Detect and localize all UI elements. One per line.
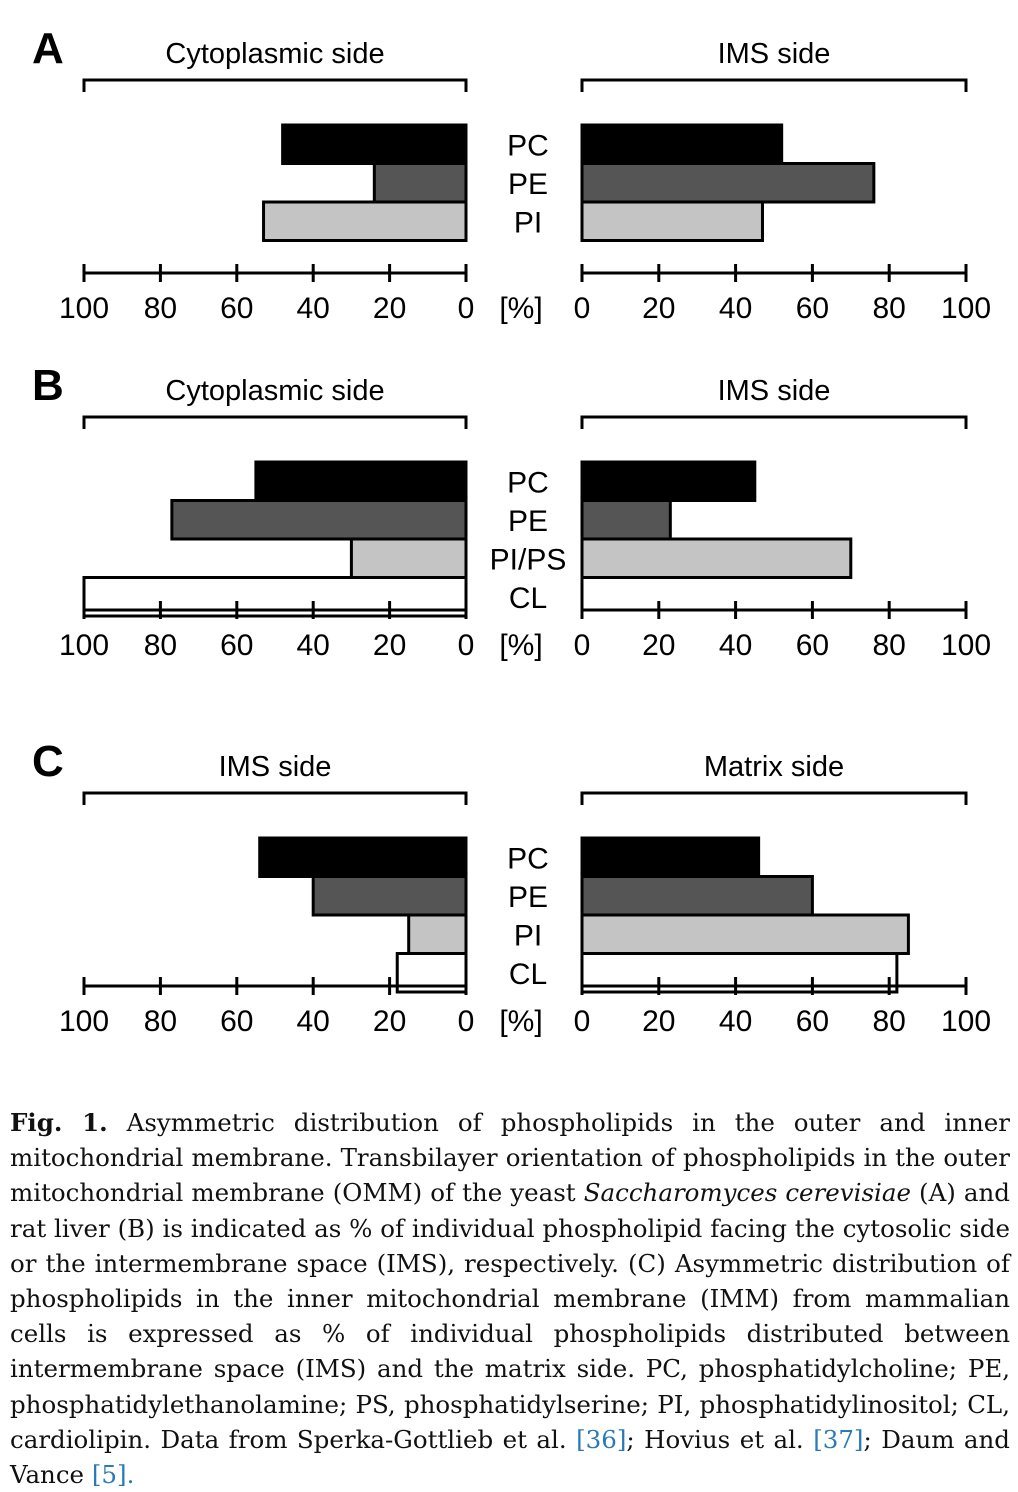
left-tick-label: 80	[144, 292, 177, 325]
bar-right-pe	[580, 875, 814, 917]
left-tick-label: 0	[458, 1005, 475, 1038]
bar-left-pe	[170, 499, 468, 541]
category-label-pi: PI	[514, 206, 542, 239]
left-side-title: Cytoplasmic side	[165, 38, 384, 70]
right-tick-label: 100	[941, 292, 991, 325]
bar-right-pi-ps	[580, 537, 853, 579]
left-tick-label: 100	[59, 292, 109, 325]
right-side-title: IMS side	[718, 38, 831, 70]
left-tick-label: 20	[373, 1005, 406, 1038]
left-tick-label: 0	[458, 629, 475, 662]
left-tick-label: 80	[144, 629, 177, 662]
panel-letter: A	[32, 24, 64, 73]
panel-c: C IMS side Matrix side PC PE PI CL 100 0 80 20 60 40…	[32, 737, 991, 1038]
right-tick-label: 20	[642, 1005, 675, 1038]
bar-left-pe	[311, 875, 468, 917]
right-side-bracket	[580, 78, 968, 92]
right-side-title: Matrix side	[704, 751, 844, 783]
right-tick-label: 80	[873, 292, 906, 325]
right-side-title: IMS side	[718, 375, 831, 407]
right-tick-label: 100	[941, 1005, 991, 1038]
right-tick-label: 20	[642, 292, 675, 325]
bar-left-pi-ps	[349, 537, 468, 579]
left-tick-label: 40	[297, 1005, 330, 1038]
bar-left-pc	[281, 123, 468, 165]
left-tick-label: 80	[144, 1005, 177, 1038]
bar-left-pi	[407, 913, 468, 955]
caption-lead: Fig. 1.	[10, 1108, 108, 1137]
right-tick-label: 0	[574, 1005, 591, 1038]
reference-link-37[interactable]: [37]	[813, 1424, 864, 1454]
bar-right-pi	[580, 913, 910, 955]
panel-letter: C	[32, 737, 64, 786]
category-label-pc: PC	[507, 842, 549, 875]
right-tick-label: 80	[873, 629, 906, 662]
category-label-cl: CL	[509, 582, 547, 615]
panel-b: B Cytoplasmic side IMS side PC PE PI/PS CL 100 0…	[32, 361, 991, 662]
bar-right-pe	[580, 499, 672, 541]
left-tick-label: 100	[59, 1005, 109, 1038]
bar-right-pc	[580, 836, 761, 878]
right-side-bracket	[580, 415, 968, 429]
reference-link-5[interactable]: [5].	[91, 1460, 135, 1490]
left-side-title: IMS side	[219, 751, 332, 783]
category-label-pc: PC	[507, 466, 549, 499]
right-tick-label: 100	[941, 629, 991, 662]
right-tick-label: 0	[574, 629, 591, 662]
right-tick-label: 60	[796, 292, 829, 325]
bar-left-pc	[258, 836, 468, 878]
right-tick-label: 20	[642, 629, 675, 662]
bar-right-pe	[580, 162, 876, 204]
left-tick-label: 60	[220, 1005, 253, 1038]
left-tick-label: 100	[59, 629, 109, 662]
category-label-pe: PE	[508, 505, 548, 538]
percent-unit-label: [%]	[499, 1005, 542, 1038]
left-tick-label: 0	[458, 292, 475, 325]
left-tick-label: 40	[297, 629, 330, 662]
right-tick-label: 0	[574, 292, 591, 325]
bar-right-pc	[580, 123, 784, 165]
reference-link-36[interactable]: [36]	[576, 1424, 627, 1454]
right-tick-label: 40	[719, 292, 752, 325]
caption-species: Saccharomyces cerevisiae	[583, 1178, 911, 1208]
caption-text-2: (A) and rat liver (B) is indicated as % …	[10, 1178, 1010, 1454]
left-tick-label: 20	[373, 292, 406, 325]
right-tick-label: 60	[796, 629, 829, 662]
bar-left-pc	[254, 460, 468, 502]
caption-text-1: Asymmetric distribution of phospholipids…	[10, 1108, 1011, 1208]
percent-unit-label: [%]	[499, 629, 542, 662]
bar-left-pe	[372, 162, 468, 204]
right-side-bracket	[580, 791, 968, 805]
percent-unit-label: [%]	[499, 292, 542, 325]
left-side-title: Cytoplasmic side	[165, 375, 384, 407]
left-side-bracket	[82, 415, 468, 429]
category-label-pe: PE	[508, 168, 548, 201]
figure-caption: Fig. 1. Asymmetric distribution of phosp…	[10, 1105, 1010, 1492]
left-side-bracket	[82, 78, 468, 92]
right-tick-label: 40	[719, 629, 752, 662]
left-tick-label: 20	[373, 629, 406, 662]
left-tick-label: 40	[297, 292, 330, 325]
category-label-pi: PI	[514, 919, 542, 952]
left-tick-label: 60	[220, 629, 253, 662]
caption-text-3: ; Hovius et al.	[626, 1424, 804, 1454]
left-side-bracket	[82, 791, 468, 805]
right-tick-label: 60	[796, 1005, 829, 1038]
left-tick-label: 60	[220, 292, 253, 325]
phospholipid-distribution-figure: A Cytoplasmic side IMS side PC PE PI 100 0 80 20 6…	[32, 24, 991, 1038]
category-label-cl: CL	[509, 958, 547, 991]
right-tick-label: 40	[719, 1005, 752, 1038]
bar-right-pc	[580, 460, 757, 502]
category-label-pc: PC	[507, 129, 549, 162]
category-label-pi-ps: PI/PS	[490, 543, 567, 576]
panel-a: A Cytoplasmic side IMS side PC PE PI 100 0 80 20 6…	[32, 24, 991, 325]
right-tick-label: 80	[873, 1005, 906, 1038]
bar-left-pi	[262, 200, 468, 242]
bar-right-pi	[580, 200, 764, 242]
panel-letter: B	[32, 361, 64, 410]
category-label-pe: PE	[508, 881, 548, 914]
